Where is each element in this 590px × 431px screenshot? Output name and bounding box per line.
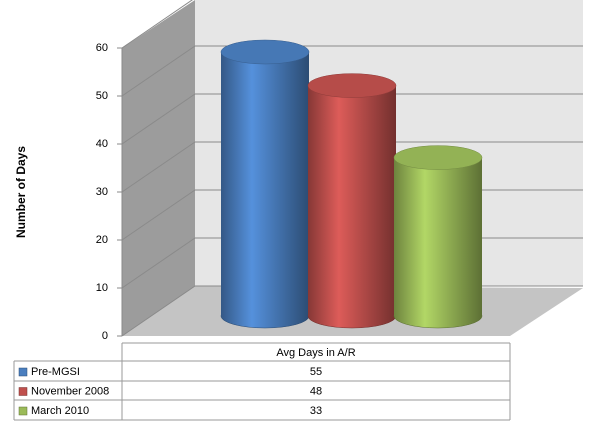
y-tick-label: 20 xyxy=(96,234,108,246)
y-tick-label: 10 xyxy=(96,282,108,294)
y-axis-title: Number of Days xyxy=(14,146,28,238)
legend-key xyxy=(18,406,28,416)
y-tick-label: 40 xyxy=(96,138,108,150)
cylinder-top xyxy=(220,39,310,65)
y-tick-label: 0 xyxy=(102,330,108,342)
legend-label: Pre-MGSI xyxy=(31,366,80,378)
cylinder-top xyxy=(393,145,483,170)
legend-label: March 2010 xyxy=(31,405,89,417)
legend-key xyxy=(18,367,28,377)
grid-line xyxy=(121,141,583,193)
grid-line xyxy=(121,45,583,97)
table-value: 55 xyxy=(310,366,322,378)
table-value: 48 xyxy=(310,385,322,397)
cylinder-body xyxy=(221,52,309,316)
table-value: 33 xyxy=(310,405,322,417)
cylinder-top xyxy=(307,73,397,98)
legend-label: November 2008 xyxy=(31,385,109,397)
cylinder-body xyxy=(308,85,396,316)
y-tick-label: 50 xyxy=(96,90,108,102)
grid-line xyxy=(121,0,193,49)
y-tick-label: 30 xyxy=(96,186,108,198)
grid-line xyxy=(121,93,583,145)
side-wall xyxy=(122,0,195,336)
cylinder-body xyxy=(394,157,482,316)
table-header: Avg Days in A/R xyxy=(276,347,355,359)
y-tick-label: 60 xyxy=(96,42,108,54)
legend-key xyxy=(18,387,28,396)
